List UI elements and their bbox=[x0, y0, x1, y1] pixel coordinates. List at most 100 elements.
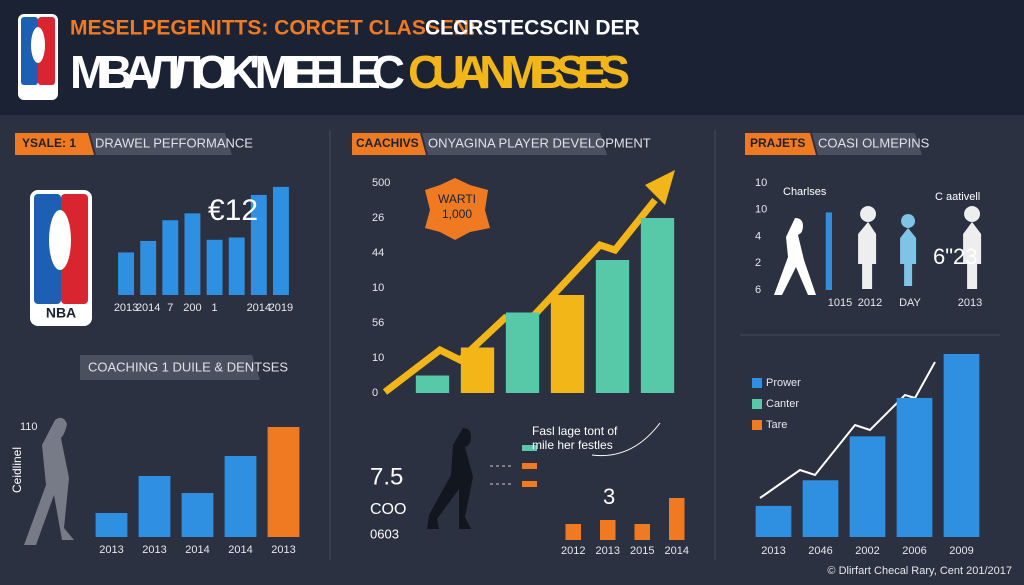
bar bbox=[755, 505, 792, 537]
y-tick-label: 2 bbox=[755, 257, 761, 269]
bar bbox=[138, 476, 171, 537]
bar bbox=[184, 213, 201, 295]
tag-box bbox=[15, 133, 94, 155]
title-box bbox=[90, 133, 232, 155]
bar bbox=[595, 260, 630, 393]
y-tick-label: 6 bbox=[755, 284, 761, 296]
y-tick-label: 500 bbox=[372, 177, 390, 189]
legend-swatch bbox=[752, 378, 762, 388]
bar bbox=[140, 240, 157, 295]
bar bbox=[896, 397, 933, 537]
nba-logo bbox=[18, 14, 58, 100]
bar bbox=[634, 524, 651, 540]
panel-title: COASI OLMEPINS bbox=[818, 135, 930, 150]
y-tick-label: 10 bbox=[755, 177, 767, 189]
panel-tag: PRAJETS bbox=[750, 136, 805, 150]
x-tick-label: 2013 bbox=[271, 544, 295, 556]
annotation: mile her festles bbox=[532, 438, 613, 452]
bar bbox=[224, 456, 257, 537]
title-box bbox=[422, 133, 607, 155]
annotation: Charlses bbox=[783, 186, 827, 198]
legend-label: Canter bbox=[766, 398, 799, 410]
bar bbox=[668, 498, 685, 540]
badge-text: WARTI bbox=[438, 192, 476, 206]
header-title-white: CLCRSTECSCIN DER bbox=[425, 17, 640, 40]
bar bbox=[181, 493, 214, 537]
annotation: 7.5 bbox=[370, 463, 403, 490]
panel-title: DRAWEL PEFFORMANCE bbox=[95, 135, 253, 150]
x-tick-label: 7 bbox=[167, 302, 173, 314]
x-tick-label: DAY bbox=[899, 297, 921, 309]
x-tick-label: 2013 bbox=[761, 545, 785, 557]
trend-line bbox=[759, 361, 936, 499]
annotation: Fasl lage tont of bbox=[532, 424, 618, 438]
svg-text:NBA: NBA bbox=[46, 305, 76, 321]
annotation: €12 bbox=[208, 194, 258, 227]
player-silhouette bbox=[427, 428, 473, 529]
annotation: 6"23 bbox=[933, 244, 978, 269]
arrow-head bbox=[645, 170, 675, 205]
bar bbox=[272, 186, 289, 295]
y-tick-label: 26 bbox=[372, 212, 384, 224]
player-silhouette bbox=[24, 417, 74, 545]
pointer bbox=[591, 422, 661, 457]
tag-box bbox=[745, 133, 816, 155]
panel-tag: YSALE: 1 bbox=[22, 136, 76, 150]
bar bbox=[228, 237, 245, 295]
x-tick-label: 2014 bbox=[228, 544, 252, 556]
y-tick-label: 4 bbox=[755, 230, 761, 242]
dash-marks bbox=[490, 445, 537, 487]
bar bbox=[599, 520, 616, 540]
badge bbox=[425, 178, 490, 240]
bar bbox=[943, 354, 980, 537]
annotation: 0603 bbox=[370, 526, 399, 541]
y-axis-label: Ceidlinel bbox=[10, 447, 24, 493]
legend-swatch bbox=[752, 420, 762, 430]
header-band bbox=[0, 0, 1024, 115]
x-tick-label: 2015 bbox=[630, 545, 654, 557]
x-tick-label: 2013 bbox=[596, 545, 620, 557]
bar bbox=[565, 524, 582, 540]
x-tick-label: 2013 bbox=[958, 297, 982, 309]
y-tick-label: 44 bbox=[372, 247, 384, 259]
figures bbox=[774, 206, 982, 295]
annotation: 3 bbox=[603, 484, 615, 509]
x-tick-label: 1015 bbox=[828, 297, 852, 309]
panel-title: ONYAGINA PLAYER DEVELOPMENT bbox=[428, 135, 651, 150]
bar bbox=[550, 295, 585, 393]
x-tick-label: 2014 bbox=[665, 545, 689, 557]
panel-title: COACHING 1 DUILE & DENTSES bbox=[88, 359, 288, 374]
bar bbox=[95, 513, 128, 537]
bar bbox=[802, 480, 839, 537]
x-tick-label: 2013 bbox=[114, 302, 138, 314]
bar bbox=[162, 220, 179, 295]
bar bbox=[849, 436, 886, 537]
bar bbox=[206, 239, 223, 295]
y-tick-label: 0 bbox=[372, 387, 378, 399]
x-tick-label: 2009 bbox=[949, 545, 973, 557]
x-tick-label: 2046 bbox=[808, 545, 832, 557]
x-tick-label: 2019 bbox=[269, 302, 293, 314]
nba-logo-large: NBA bbox=[30, 190, 92, 326]
bar bbox=[825, 212, 832, 290]
x-tick-label: 2014 bbox=[136, 302, 160, 314]
legend-label: Tare bbox=[766, 419, 787, 431]
x-tick-label: 1 bbox=[212, 302, 218, 314]
x-tick-label: 2013 bbox=[142, 544, 166, 556]
title-box bbox=[812, 133, 922, 155]
footer: © Dlirfart Checal Rary, Cent 201/2017 bbox=[827, 565, 1012, 577]
tag-box bbox=[352, 133, 426, 155]
headline-white: MBAЛЛOIK' MIEELEC bbox=[70, 46, 405, 98]
headline-yellow: CUANMBSE'S bbox=[408, 46, 630, 98]
legend-label: Prower bbox=[766, 377, 801, 389]
y-tick-label: 10 bbox=[372, 352, 384, 364]
bar bbox=[505, 312, 540, 393]
x-tick-label: 2006 bbox=[902, 545, 926, 557]
annotation: C aativell bbox=[935, 191, 980, 203]
x-tick-label: 2002 bbox=[855, 545, 879, 557]
bar bbox=[250, 194, 267, 295]
x-tick-label: 2014 bbox=[185, 544, 209, 556]
y-tick-label: 56 bbox=[372, 317, 384, 329]
